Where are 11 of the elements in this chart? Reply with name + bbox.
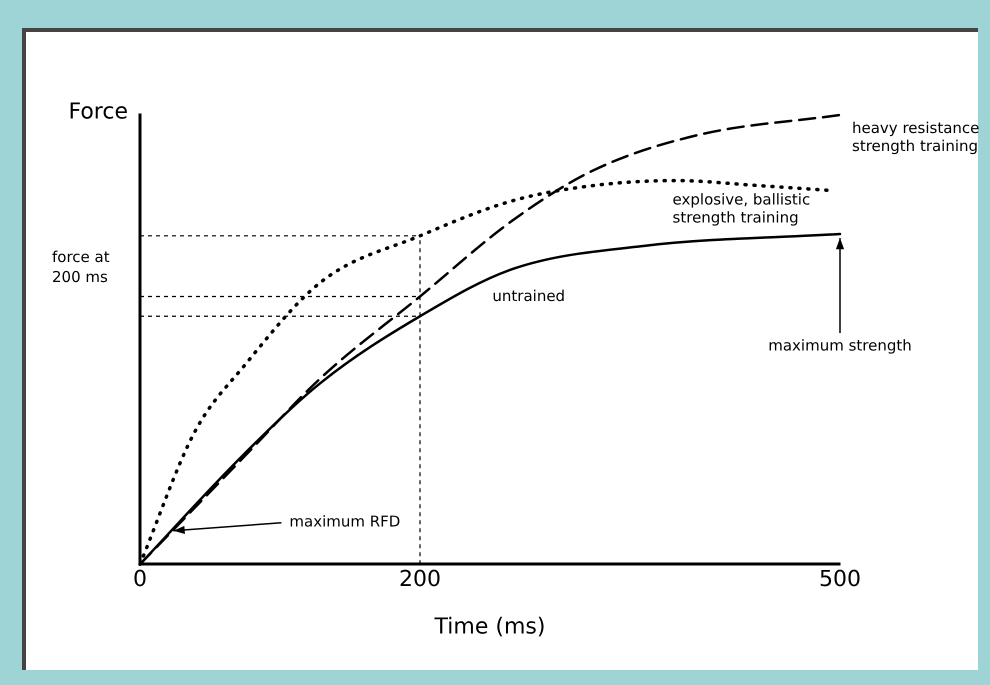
annotation: maximum RFD <box>289 512 400 531</box>
annotation: maximum strength <box>768 336 912 354</box>
text: force at 200 ms <box>52 248 110 286</box>
y-axis-title: Force <box>68 100 128 125</box>
series-label: heavy resistance strength training <box>852 119 980 155</box>
x-tick-label: 500 <box>819 567 861 592</box>
x-axis-title: Time (ms) <box>434 614 546 640</box>
x-tick-label: 200 <box>399 567 441 592</box>
series-label: explosive, ballistic strength training <box>672 190 810 226</box>
x-tick-label: 0 <box>133 567 147 592</box>
series-label: untrained <box>492 287 566 306</box>
